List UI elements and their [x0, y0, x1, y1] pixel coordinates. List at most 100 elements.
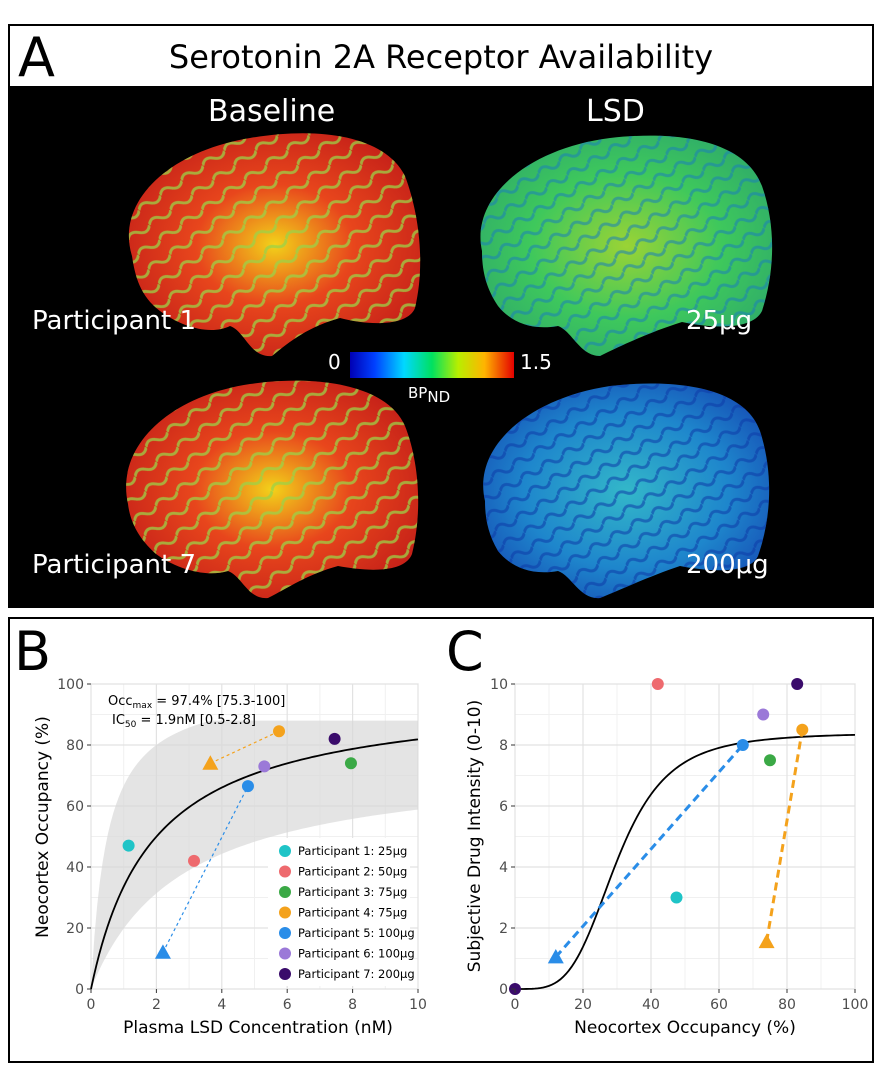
chart-b-legend-box — [268, 838, 410, 986]
brain-lsd-200ug — [483, 383, 770, 599]
chart-c-y-axis-label: Subjective Drug Intensity (0-10) — [465, 700, 485, 973]
chart-b-fit-line — [90, 738, 419, 990]
legend-label-2: Participant 2: 50μg — [298, 865, 407, 879]
chart-b-confidence-band — [91, 720, 419, 988]
colorbar-min-label: 0 — [328, 350, 341, 374]
brain-baseline-participant-1 — [128, 133, 421, 357]
legend-swatch-2 — [279, 865, 291, 878]
chart-b-annotation-ic50: IC50 = 1.9nM [0.5-2.8] — [112, 713, 256, 730]
dose-25-label: 25μg — [686, 306, 753, 336]
b-x-tick-label: 10 — [409, 997, 427, 1013]
colorbar-title: BPND — [408, 384, 451, 406]
c-point-1-1 — [670, 891, 683, 904]
colorbar — [350, 352, 514, 378]
c-point-4-2 — [796, 723, 809, 736]
b-x-tick-label: 2 — [152, 997, 161, 1013]
column-label-lsd: LSD — [586, 94, 645, 129]
chart-c-axes: 0 20 40 60 80 100 0 2 4 6 8 10 — [490, 677, 868, 1013]
c-y-tick-label: 4 — [499, 860, 508, 876]
chart-b-connectors — [162, 730, 280, 953]
legend-label-1: Participant 1: 25μg — [298, 844, 407, 858]
c-y-tick-label: 2 — [499, 921, 508, 937]
b-connector-4 — [210, 730, 280, 764]
c-y-tick-label: 0 — [499, 982, 508, 998]
c-point-3-1 — [764, 754, 776, 767]
b-point-triangle-4 — [202, 755, 219, 770]
c-point-2-1 — [651, 678, 664, 690]
b-point-1-1 — [122, 839, 135, 852]
legend-label-4: Participant 4: 75μg — [298, 906, 407, 920]
b-point-5-2 — [241, 780, 254, 793]
panel-c-letter: C — [446, 620, 484, 683]
c-x-tick-label: 100 — [842, 997, 869, 1013]
b-x-tick-label: 4 — [217, 997, 226, 1013]
panel-a: A Serotonin 2A Receptor Availability — [8, 24, 874, 608]
c-x-tick-label: 40 — [642, 997, 660, 1013]
b-x-tick-label: 8 — [348, 997, 357, 1013]
b-point-7-1 — [328, 732, 341, 745]
b-y-tick-label: 20 — [66, 921, 84, 937]
b-point-3-1 — [344, 757, 357, 770]
dose-200-label: 200μg — [686, 550, 769, 580]
chart-b-y-axis-label: Neocortex Occupancy (%) — [33, 716, 53, 938]
c-point-5-2 — [736, 739, 749, 751]
participant-1-label: Participant 1 — [32, 306, 196, 336]
legend-label-7: Participant 7: 200μg — [298, 967, 415, 981]
panel-b-letter: B — [14, 620, 52, 683]
c-y-tick-label: 6 — [499, 799, 508, 815]
legend-label-3: Participant 3: 75μg — [298, 885, 407, 899]
legend-label-5: Participant 5: 100μg — [298, 926, 415, 940]
b-y-tick-label: 60 — [66, 799, 84, 815]
legend-swatch-4 — [279, 906, 291, 919]
c-connector-4 — [765, 729, 804, 942]
chart-c-points — [509, 678, 809, 995]
brain-images — [126, 133, 773, 599]
panels-bc-frame — [8, 617, 874, 1063]
b-x-tick-label: 6 — [283, 997, 292, 1013]
b-point-triangle-5 — [154, 944, 171, 959]
chart-b-x-axis-label: Plasma LSD Concentration (nM) — [123, 1018, 393, 1038]
c-point-triangle-4 — [758, 933, 775, 949]
chart-c-grid — [514, 683, 856, 990]
b-y-tick-label: 0 — [75, 982, 84, 998]
c-point-6-1 — [757, 708, 770, 721]
column-label-baseline: Baseline — [208, 94, 336, 129]
legend-swatch-6 — [279, 947, 291, 960]
brain-baseline-participant-7 — [126, 380, 419, 599]
participant-7-label: Participant 7 — [32, 550, 196, 580]
chart-b-points — [122, 725, 357, 959]
b-y-tick-label: 100 — [57, 677, 84, 693]
chart-c-x-axis-label: Neocortex Occupancy (%) — [574, 1018, 796, 1038]
legend-swatch-5 — [279, 927, 291, 939]
c-x-tick-label: 80 — [778, 997, 796, 1013]
panel-a-header — [10, 26, 872, 86]
b-y-tick-label: 80 — [66, 738, 84, 754]
chart-b-annotation-occmax: Occmax = 97.4% [75.3-100] — [108, 694, 285, 711]
b-point-4-2 — [273, 725, 286, 738]
legend-label-6: Participant 6: 100μg — [298, 947, 415, 961]
chart-c-fit-line — [515, 733, 856, 990]
b-point-2-1 — [188, 854, 201, 867]
chart-b-legend: Participant 1: 25μg Participant 2: 50μg Pa… — [268, 838, 415, 986]
b-point-6-1 — [258, 760, 271, 773]
brain-lsd-25ug — [480, 135, 773, 356]
chart-c-connectors — [554, 729, 804, 958]
c-x-tick-label: 20 — [574, 997, 592, 1013]
c-y-tick-label: 8 — [499, 738, 508, 754]
b-y-tick-label: 40 — [66, 860, 84, 876]
c-x-tick-label: 0 — [511, 997, 520, 1013]
c-connector-5 — [554, 744, 744, 958]
c-x-tick-label: 60 — [710, 997, 728, 1013]
c-y-tick-label: 10 — [490, 677, 508, 693]
b-x-tick-label: 0 — [87, 997, 96, 1013]
panel-a-title: Serotonin 2A Receptor Availability — [168, 38, 714, 76]
legend-swatch-1 — [279, 845, 291, 857]
colorbar-max-label: 1.5 — [520, 350, 552, 374]
legend-swatch-3 — [279, 886, 291, 898]
c-point-triangle-5 — [547, 948, 564, 964]
b-connector-5 — [162, 785, 249, 953]
c-point-7-1 — [791, 678, 804, 690]
panel-a-letter: A — [18, 26, 55, 89]
